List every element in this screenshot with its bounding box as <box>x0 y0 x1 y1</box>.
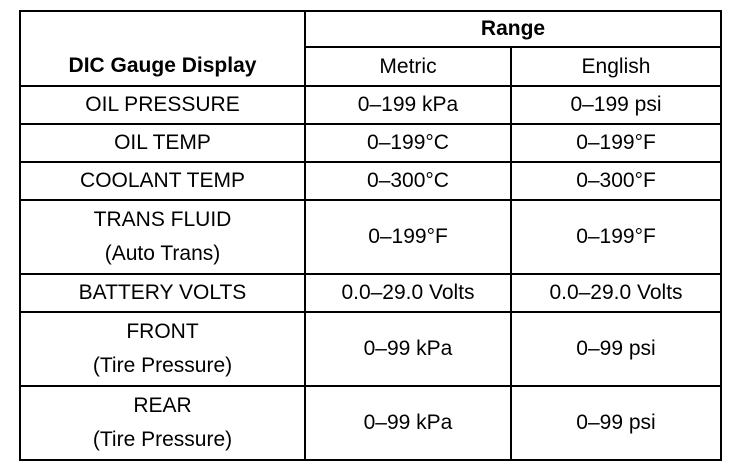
header-row-group: Range <box>19 10 722 48</box>
dic-gauge-display-header: DIC Gauge Display <box>19 47 306 87</box>
english-range-cell: 0.0–29.0 Volts <box>510 273 722 313</box>
english-range-cell: 0–199°F <box>510 199 722 275</box>
gauge-label: OIL PRESSURE <box>85 93 240 116</box>
gauge-sublabel: (Tire Pressure) <box>92 354 233 377</box>
gauge-label-cell: REAR (Tire Pressure) <box>19 385 306 461</box>
header-row-columns: DIC Gauge Display Metric English <box>19 46 722 87</box>
gauge-sublabel: (Tire Pressure) <box>92 428 233 451</box>
metric-range-cell: 0–300°C <box>304 161 512 201</box>
gauge-sublabel: (Auto Trans) <box>104 242 221 265</box>
table-row: TRANS FLUID (Auto Trans) 0–199°F 0–199°F <box>19 199 722 275</box>
metric-range-cell: 0–99 kPa <box>304 385 512 461</box>
metric-range-cell: 0–99 kPa <box>304 311 512 387</box>
table-row: BATTERY VOLTS 0.0–29.0 Volts 0.0–29.0 Vo… <box>19 273 722 313</box>
metric-range-cell: 0.0–29.0 Volts <box>304 273 512 313</box>
gauge-label: BATTERY VOLTS <box>78 281 247 304</box>
gauge-label-cell: COOLANT TEMP <box>19 161 306 201</box>
metric-range-cell: 0–199°F <box>304 199 512 275</box>
header-blank-cell <box>19 10 306 47</box>
english-range-cell: 0–199°F <box>510 123 722 163</box>
english-range-cell: 0–300°F <box>510 161 722 201</box>
english-range-cell: 0–199 psi <box>510 85 722 125</box>
gauge-label-cell: OIL PRESSURE <box>19 85 306 125</box>
table-row: REAR (Tire Pressure) 0–99 kPa 0–99 psi <box>19 385 722 461</box>
metric-range-cell: 0–199°C <box>304 123 512 163</box>
table-row: OIL TEMP 0–199°C 0–199°F <box>19 123 722 163</box>
range-header: Range <box>304 10 722 48</box>
gauge-label: REAR <box>133 394 192 417</box>
gauge-label-cell: OIL TEMP <box>19 123 306 163</box>
table-row: COOLANT TEMP 0–300°C 0–300°F <box>19 161 722 201</box>
gauge-range-table-container: Range DIC Gauge Display Metric English O… <box>19 10 722 461</box>
table-row: FRONT (Tire Pressure) 0–99 kPa 0–99 psi <box>19 311 722 387</box>
english-header: English <box>510 46 722 87</box>
gauge-label: TRANS FLUID <box>93 208 232 231</box>
gauge-label-cell: TRANS FLUID (Auto Trans) <box>19 199 306 275</box>
gauge-label: COOLANT TEMP <box>80 169 245 192</box>
english-range-cell: 0–99 psi <box>510 385 722 461</box>
english-range-cell: 0–99 psi <box>510 311 722 387</box>
metric-range-cell: 0–199 kPa <box>304 85 512 125</box>
table-row: OIL PRESSURE 0–199 kPa 0–199 psi <box>19 85 722 125</box>
gauge-label-cell: BATTERY VOLTS <box>19 273 306 313</box>
gauge-label: FRONT <box>126 320 199 343</box>
gauge-label: OIL TEMP <box>114 131 211 154</box>
gauge-label-cell: FRONT (Tire Pressure) <box>19 311 306 387</box>
gauge-range-table: Range DIC Gauge Display Metric English O… <box>19 10 722 461</box>
metric-header: Metric <box>304 46 512 87</box>
